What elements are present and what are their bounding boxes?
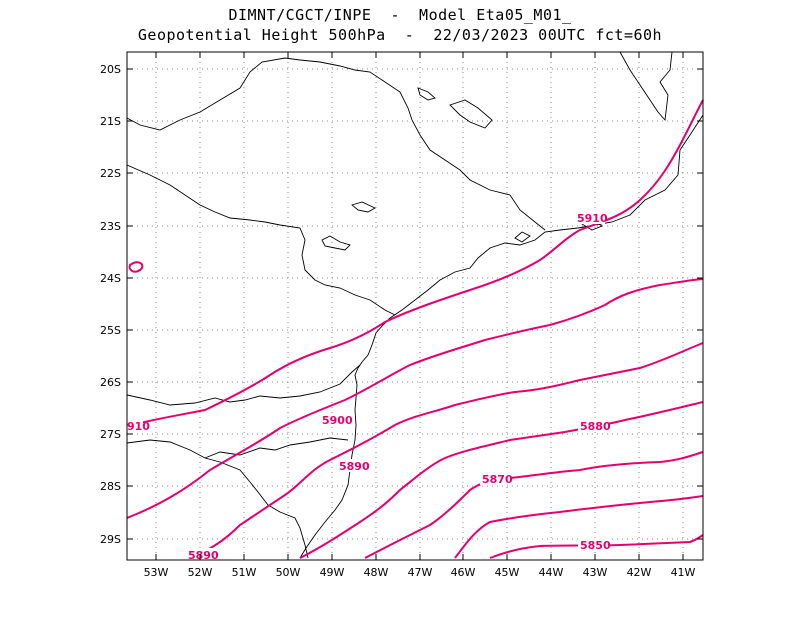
lon-label: 42W [627, 566, 652, 579]
contour-label-910: 910 [127, 420, 150, 433]
border-south-1 [126, 364, 361, 406]
height-contours [126, 99, 704, 559]
contour-line [454, 495, 704, 559]
lon-label: 48W [364, 566, 389, 579]
contour-line [489, 534, 704, 559]
border-north [126, 57, 546, 231]
lon-label: 51W [232, 566, 257, 579]
lon-label: 44W [539, 566, 564, 579]
lat-label: 28S [100, 480, 121, 493]
map-frame [126, 51, 704, 561]
contour-line [364, 451, 704, 559]
map-title-line-1: DIMNT/CGCT/INPE - Model Eta05_M01_ [228, 6, 572, 24]
contour-line [299, 401, 704, 559]
lon-label: 52W [188, 566, 213, 579]
lat-label: 23S [100, 220, 121, 233]
lon-label: 50W [276, 566, 301, 579]
contour-label-5900: 5900 [322, 414, 353, 427]
lon-label: 49W [320, 566, 345, 579]
map-title-line-2: Geopotential Height 500hPa - 22/03/2023 … [137, 26, 663, 44]
lon-label: 47W [408, 566, 433, 579]
lat-label: 25S [100, 324, 121, 337]
border-mg-sp [126, 164, 396, 316]
lon-label: 43W [583, 566, 608, 579]
lon-label: 45W [495, 566, 520, 579]
border-south-2 [126, 439, 309, 559]
lat-label: 24S [100, 272, 121, 285]
lon-label: 41W [671, 566, 696, 579]
contour-label-5870: 5870 [482, 473, 513, 486]
contour-label-5890-b: 5890 [188, 549, 219, 562]
lat-label: 26S [100, 376, 121, 389]
coastline-and-borders [126, 51, 704, 559]
lat-label: 22S [100, 167, 121, 180]
lagoon-1 [321, 235, 351, 251]
lagoon-2 [351, 201, 376, 213]
contour-line [189, 342, 704, 559]
contour-label-5850: 5850 [580, 539, 611, 552]
lat-label: 21S [100, 115, 121, 128]
lagoon-4 [417, 87, 436, 101]
border-inner-1 [204, 437, 349, 459]
grid-lines [127, 52, 703, 560]
border-east [619, 51, 673, 122]
lon-label: 53W [144, 566, 169, 579]
lat-label: 29S [100, 533, 121, 546]
contour-line [126, 99, 704, 427]
contour-line [128, 261, 144, 273]
lagoon-3 [449, 99, 493, 129]
contour-label-5910: 5910 [577, 212, 608, 225]
contour-label-5880: 5880 [580, 420, 611, 433]
island-sao-sebastiao [514, 231, 531, 243]
contour-labels: 5910 910 5900 5890 5880 5870 5890 5850 [127, 211, 611, 562]
lat-label: 27S [100, 428, 121, 441]
lon-label: 46W [451, 566, 476, 579]
latitude-labels: 20S 21S 22S 23S 24S 25S 26S 27S 28S 29S [100, 63, 121, 546]
longitude-labels: 53W 52W 51W 50W 49W 48W 47W 46W 45W 44W … [144, 566, 696, 579]
contour-line [126, 278, 704, 519]
contour-label-5890: 5890 [339, 460, 370, 473]
tick-marks [127, 52, 703, 560]
lat-label: 20S [100, 63, 121, 76]
